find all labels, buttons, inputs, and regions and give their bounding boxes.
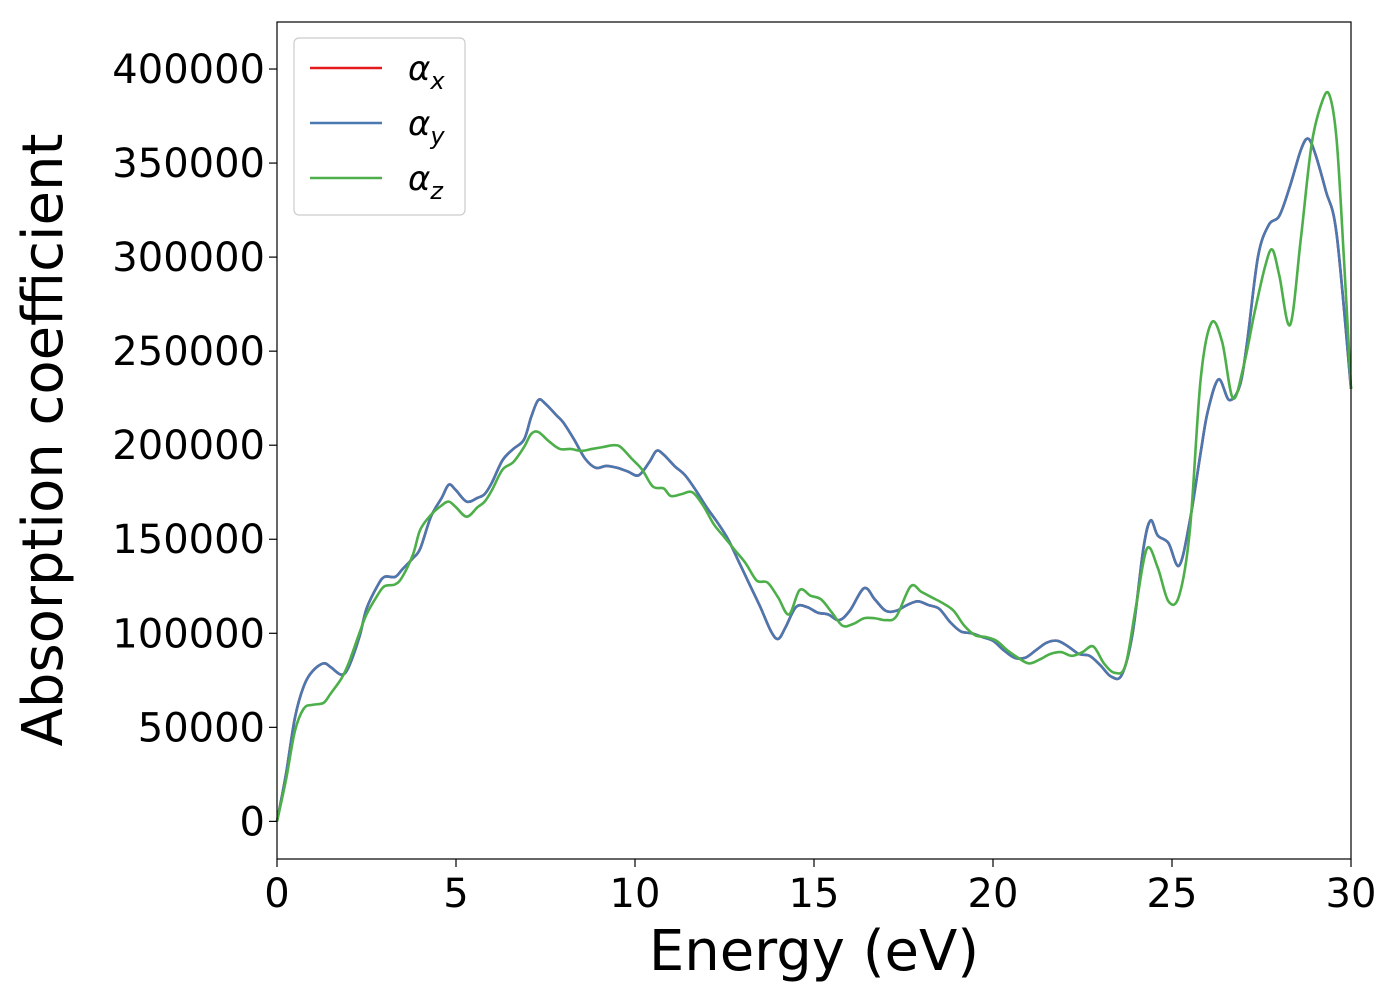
legend-label-main: α [408, 104, 430, 144]
y-tick-label: 350000 [112, 141, 265, 187]
legend-label-z: αz [408, 159, 444, 205]
x-tick-label: 10 [610, 871, 661, 917]
series-line-y [275, 137, 1353, 822]
y-axis-title: Absorption coefficient [11, 134, 76, 747]
x-axis: 0 5 10 15 20 25 30 [264, 859, 1376, 917]
legend-label-x: αx [408, 49, 445, 95]
legend-label-y: αy [408, 104, 445, 150]
legend-label-main: α [408, 159, 430, 199]
legend-label-main: α [408, 49, 430, 89]
y-tick-label: 50000 [138, 705, 265, 751]
y-tick-label: 250000 [112, 329, 265, 375]
y-tick-label: 0 [240, 799, 265, 845]
y-tick-label: 150000 [112, 517, 265, 563]
y-tick-label: 400000 [112, 47, 265, 93]
legend-box [293, 37, 466, 216]
legend-label-sub: y [429, 122, 445, 150]
x-tick-label: 0 [264, 871, 289, 917]
series-line-z [275, 90, 1353, 822]
x-axis-title: Energy (eV) [649, 919, 979, 984]
legend-label-sub: x [429, 67, 445, 95]
y-tick-label: 200000 [112, 423, 265, 469]
x-tick-label: 5 [443, 871, 468, 917]
x-tick-label: 25 [1147, 871, 1198, 917]
x-tick-label: 30 [1326, 871, 1377, 917]
x-tick-label: 20 [968, 871, 1019, 917]
legend-label-sub: z [429, 177, 444, 205]
y-axis: 0 50000 100000 150000 200000 250000 300000 3500… [112, 47, 277, 845]
x-tick-label: 15 [789, 871, 840, 917]
y-tick-label: 300000 [112, 235, 265, 281]
series-layer [275, 90, 1353, 822]
y-tick-label: 100000 [112, 611, 265, 657]
